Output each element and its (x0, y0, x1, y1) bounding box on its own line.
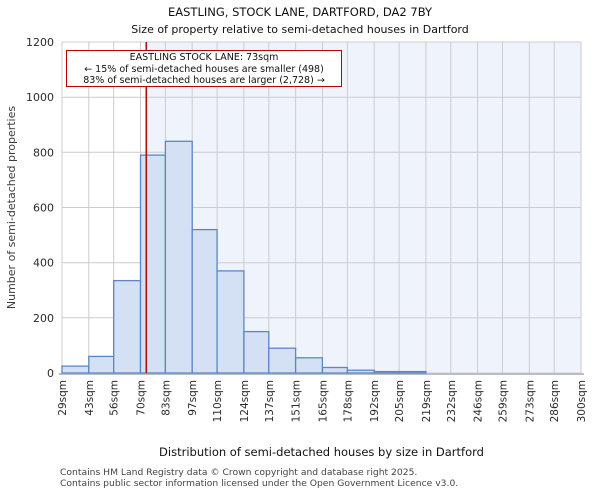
x-tick-label: 246sqm (473, 380, 485, 422)
x-tick-label: 259sqm (498, 380, 510, 422)
x-tick-label: 43sqm (84, 380, 96, 416)
histogram-bar (164, 140, 193, 374)
footer-line-2: Contains public sector information licen… (60, 478, 459, 489)
histogram-bar (61, 365, 90, 374)
x-tick-label: 192sqm (369, 380, 381, 422)
x-tick-label: 83sqm (160, 380, 172, 416)
x-tick-label: 151sqm (291, 380, 303, 422)
x-tick-label: 178sqm (342, 380, 354, 422)
histogram-bar (268, 347, 297, 374)
footer-attribution: Contains HM Land Registry data © Crown c… (60, 467, 580, 489)
x-tick-label: 219sqm (421, 380, 433, 422)
histogram-bar (191, 228, 218, 374)
x-tick-label: 97sqm (187, 380, 199, 416)
histogram-bar (373, 370, 400, 374)
histogram-bar (139, 154, 167, 374)
x-tick-label: 273sqm (524, 380, 536, 422)
histogram-bar (398, 370, 427, 374)
y-tick-label: 1200 (26, 36, 54, 49)
x-tick-label: 124sqm (239, 380, 251, 422)
y-tick-label: 400 (33, 257, 54, 270)
x-axis-title: Distribution of semi-detached houses by … (159, 445, 484, 459)
histogram-bar (216, 270, 245, 374)
chart-subtitle: Size of property relative to semi-detach… (131, 23, 469, 36)
marker-annotation-box: EASTLING STOCK LANE: 73sqm ← 15% of semi… (66, 50, 342, 87)
x-tick-label: 165sqm (318, 380, 330, 422)
x-tick-label: 110sqm (212, 380, 224, 422)
x-tick-label: 286sqm (549, 380, 561, 422)
histogram-bar (321, 366, 349, 374)
annotation-line-property: EASTLING STOCK LANE: 73sqm (129, 52, 279, 63)
footer-line-1: Contains HM Land Registry data © Crown c… (60, 467, 418, 478)
x-tick-label: 300sqm (576, 380, 588, 422)
y-tick-label: 1000 (26, 91, 54, 104)
x-tick-label: 205sqm (394, 380, 406, 422)
chart-title: EASTLING, STOCK LANE, DARTFORD, DA2 7BY (167, 5, 433, 19)
histogram-bar (113, 279, 142, 374)
histogram-bar (294, 357, 324, 374)
annotation-line-larger: 83% of semi-detached houses are larger (… (83, 75, 325, 86)
y-tick-label: 600 (33, 202, 54, 215)
y-axis-title: Number of semi-detached properties (5, 106, 18, 309)
histogram-bar (346, 369, 375, 374)
annotation-line-smaller: ← 15% of semi-detached houses are smalle… (84, 63, 324, 75)
histogram-bar (88, 355, 115, 374)
x-tick-label: 70sqm (136, 380, 148, 416)
y-tick-label: 0 (47, 367, 54, 380)
x-tick-label: 232sqm (446, 380, 458, 422)
y-tick-label: 200 (33, 312, 54, 325)
x-tick-label: 29sqm (57, 380, 69, 416)
x-tick-label: 56sqm (109, 380, 121, 416)
histogram-bar (243, 330, 270, 374)
x-tick-label: 137sqm (264, 380, 276, 422)
y-tick-label: 800 (33, 146, 54, 159)
